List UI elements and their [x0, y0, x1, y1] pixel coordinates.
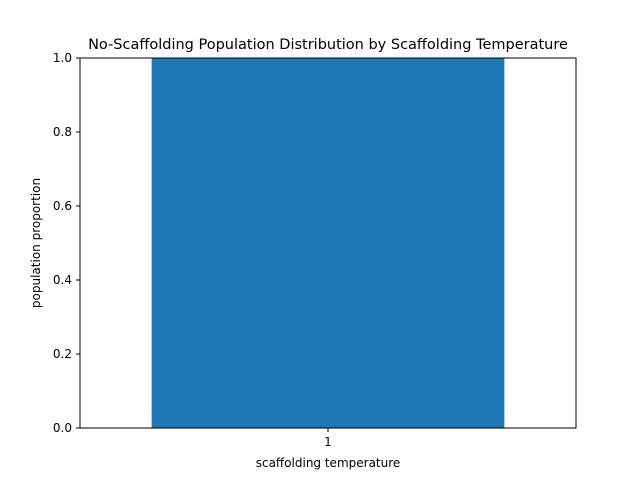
x-axis-ticks: 1	[324, 428, 332, 449]
x-axis-label: scaffolding temperature	[256, 456, 401, 470]
chart-title: No-Scaffolding Population Distribution b…	[88, 37, 568, 53]
y-tick-label: 0.6	[53, 199, 72, 213]
y-tick-label: 0.4	[53, 273, 72, 287]
y-tick-label: 0.0	[53, 421, 72, 435]
bars-group	[151, 58, 505, 428]
bar-1	[151, 58, 505, 428]
y-axis-ticks: 0.0 0.2 0.4 0.6 0.8 1.0	[53, 51, 80, 435]
y-axis-label: population proportion	[29, 178, 43, 308]
y-tick-label: 1.0	[53, 51, 72, 65]
x-tick-label: 1	[324, 435, 332, 449]
y-tick-label: 0.8	[53, 125, 72, 139]
y-tick-label: 0.2	[53, 347, 72, 361]
